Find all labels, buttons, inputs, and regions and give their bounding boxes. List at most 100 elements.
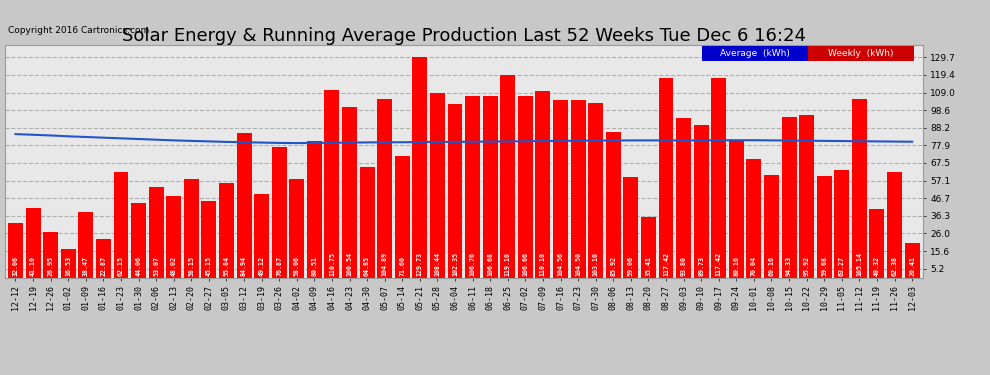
Bar — [26, 208, 41, 278]
Bar — [359, 168, 374, 278]
Bar — [325, 90, 340, 278]
Bar — [44, 232, 58, 278]
Text: 103.10: 103.10 — [593, 252, 599, 276]
Bar — [166, 196, 181, 278]
Text: 55.84: 55.84 — [224, 256, 230, 276]
Text: 129.73: 129.73 — [417, 252, 423, 276]
Bar — [289, 179, 304, 278]
Bar — [641, 217, 656, 278]
Bar — [518, 96, 533, 278]
Text: 62.15: 62.15 — [118, 256, 124, 276]
Text: 110.75: 110.75 — [329, 252, 335, 276]
Text: 64.85: 64.85 — [364, 256, 370, 276]
Text: 38.47: 38.47 — [83, 256, 89, 276]
Text: 22.87: 22.87 — [100, 256, 106, 276]
Text: 59.68: 59.68 — [822, 256, 828, 276]
Bar — [78, 212, 93, 278]
Text: 62.38: 62.38 — [892, 256, 898, 276]
Text: 106.76: 106.76 — [469, 252, 475, 276]
Bar — [219, 183, 234, 278]
Bar — [676, 118, 691, 278]
Bar — [343, 107, 357, 278]
Bar — [764, 176, 779, 278]
Bar — [483, 96, 498, 278]
Text: 70.04: 70.04 — [750, 256, 757, 276]
Bar — [869, 209, 884, 278]
Text: 60.16: 60.16 — [768, 256, 774, 276]
Text: 20.41: 20.41 — [909, 256, 915, 276]
Bar — [96, 239, 111, 278]
Text: 35.41: 35.41 — [645, 256, 651, 276]
Text: 48.02: 48.02 — [170, 256, 177, 276]
Bar — [624, 177, 639, 278]
Text: 85.92: 85.92 — [610, 256, 616, 276]
Bar — [413, 57, 428, 278]
Text: 16.53: 16.53 — [65, 256, 71, 276]
Bar — [536, 91, 550, 278]
Bar — [500, 75, 515, 278]
Text: 110.10: 110.10 — [540, 252, 545, 276]
Bar — [465, 96, 480, 278]
Bar — [658, 78, 673, 278]
Bar — [307, 141, 322, 278]
Bar — [184, 179, 199, 278]
Bar — [377, 99, 392, 278]
Bar — [817, 176, 832, 278]
Text: 102.35: 102.35 — [452, 252, 458, 276]
Text: 104.89: 104.89 — [382, 252, 388, 276]
Text: 58.06: 58.06 — [294, 256, 300, 276]
Bar — [447, 104, 462, 278]
Text: 44.06: 44.06 — [136, 256, 142, 276]
Bar — [729, 141, 743, 278]
Text: 80.16: 80.16 — [734, 256, 740, 276]
Text: 26.95: 26.95 — [48, 256, 53, 276]
Text: Copyright 2016 Cartronics.com: Copyright 2016 Cartronics.com — [8, 26, 149, 35]
Bar — [201, 201, 217, 278]
Text: 119.10: 119.10 — [505, 252, 511, 276]
Bar — [60, 249, 75, 278]
Text: 94.33: 94.33 — [786, 256, 792, 276]
Text: 40.32: 40.32 — [874, 256, 880, 276]
Title: Solar Energy & Running Average Production Last 52 Weeks Tue Dec 6 16:24: Solar Energy & Running Average Productio… — [122, 27, 806, 45]
Bar — [395, 156, 410, 278]
Text: 76.87: 76.87 — [276, 256, 282, 276]
Text: 117.42: 117.42 — [663, 252, 669, 276]
Text: 71.60: 71.60 — [399, 256, 405, 276]
Bar — [781, 117, 797, 278]
Bar — [430, 93, 445, 278]
Bar — [148, 188, 163, 278]
Text: 53.07: 53.07 — [153, 256, 159, 276]
Bar — [852, 99, 867, 278]
Bar — [237, 134, 251, 278]
Text: 41.10: 41.10 — [30, 256, 36, 276]
Text: 89.73: 89.73 — [698, 256, 704, 276]
Text: 117.42: 117.42 — [716, 252, 722, 276]
Bar — [131, 203, 147, 278]
Text: 59.06: 59.06 — [628, 256, 634, 276]
Bar — [254, 194, 269, 278]
Text: 32.06: 32.06 — [13, 256, 19, 276]
Text: 104.50: 104.50 — [575, 252, 581, 276]
Bar — [887, 172, 902, 278]
Text: 58.15: 58.15 — [188, 256, 194, 276]
Bar — [799, 115, 814, 278]
Bar — [588, 102, 603, 278]
Text: 108.44: 108.44 — [435, 252, 441, 276]
Text: 95.92: 95.92 — [804, 256, 810, 276]
Text: 84.94: 84.94 — [241, 256, 248, 276]
Text: 106.66: 106.66 — [523, 252, 529, 276]
Bar — [570, 100, 585, 278]
Text: 45.15: 45.15 — [206, 256, 212, 276]
Bar — [746, 159, 761, 278]
Text: 105.14: 105.14 — [856, 252, 862, 276]
Text: 49.12: 49.12 — [258, 256, 264, 276]
Bar — [553, 100, 568, 278]
Text: 80.51: 80.51 — [312, 256, 318, 276]
Bar — [694, 125, 709, 278]
Bar — [711, 78, 727, 278]
Bar — [114, 172, 129, 278]
Bar — [905, 243, 920, 278]
Bar — [8, 223, 23, 278]
Text: 100.54: 100.54 — [346, 252, 352, 276]
Text: 63.27: 63.27 — [839, 256, 844, 276]
